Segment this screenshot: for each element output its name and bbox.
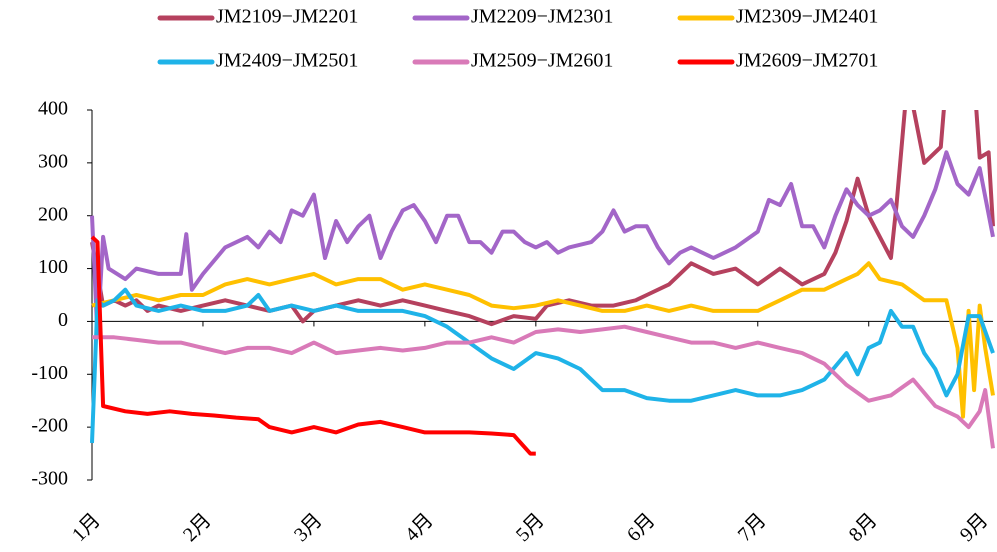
x-tick-label: 1月 — [68, 509, 105, 546]
series-line — [92, 324, 995, 449]
legend-label: JM2109−JM2201 — [216, 6, 358, 28]
legend-label: JM2509−JM2601 — [471, 50, 613, 72]
x-tick-label: 9月 — [956, 509, 993, 546]
x-tick-label: 7月 — [734, 509, 771, 546]
y-tick-label: 300 — [38, 150, 68, 172]
x-tick-label: 5月 — [512, 509, 549, 546]
series-line — [90, 287, 995, 444]
y-tick-label: -200 — [31, 415, 68, 437]
y-tick-label: -300 — [31, 468, 68, 490]
series-line — [91, 261, 995, 419]
y-tick-label: 400 — [38, 98, 68, 120]
x-tick-label: 4月 — [401, 509, 438, 546]
y-tick-label: 100 — [38, 256, 68, 278]
series-line — [90, 110, 995, 327]
series-line — [90, 150, 995, 340]
x-tick-label: 2月 — [179, 509, 216, 546]
legend-label: JM2609−JM2701 — [736, 50, 878, 72]
plot-area — [90, 110, 995, 456]
x-tick-label: 8月 — [845, 509, 882, 546]
y-tick-label: 0 — [58, 309, 68, 331]
series-line — [90, 235, 536, 456]
y-tick-label: -100 — [31, 362, 68, 384]
x-tick-label: 3月 — [290, 509, 327, 546]
legend-label: JM2209−JM2301 — [471, 6, 613, 28]
axes: -300 -200 -100 0 100 200 300 400 1月 2月 3月 4月 5月 6月 7月 8… — [31, 98, 993, 546]
legend-label: JM2309−JM2401 — [736, 6, 878, 28]
y-tick-label: 200 — [38, 203, 68, 225]
x-tick-label: 6月 — [623, 509, 660, 546]
legend-label: JM2409−JM2501 — [216, 50, 358, 72]
legend: JM2109−JM2201 JM2209−JM2301 JM2309−JM2401 J… — [157, 6, 878, 72]
